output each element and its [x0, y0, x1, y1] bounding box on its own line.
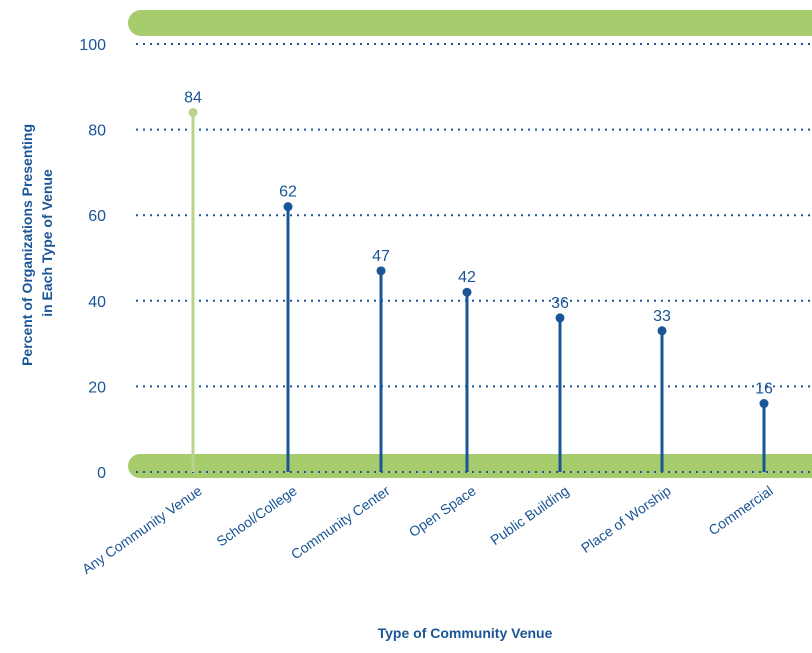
x-tick-label-open-space: Open Space [406, 482, 479, 540]
x-tick-label-place-of-worship: Place of Worship [578, 482, 674, 556]
x-axis-title: Type of Community Venue [378, 625, 553, 641]
x-tick-label-community-center: Community Center [288, 482, 393, 562]
data-label-any-community-venue: 84 [184, 89, 202, 106]
x-axis-category-labels: Any Community Venue School/CollegeCommuni… [79, 482, 776, 577]
dot-commercial [759, 399, 769, 409]
x-tick-label-any-community-venue: Any Community Venue [79, 482, 205, 577]
data-labels: 84 62 47 42 36 33 16 [184, 89, 773, 397]
dot-place-of-worship [657, 326, 667, 336]
dot-community-center [376, 266, 386, 276]
lollipop-heads [188, 107, 769, 409]
y-axis-title: Percent of Organizations Presenting in E… [19, 120, 55, 366]
x-tick-label-public-building: Public Building [487, 482, 571, 548]
dot-school-college [283, 202, 293, 212]
bottom-decorative-band [128, 454, 812, 478]
data-label-commercial: 16 [755, 381, 773, 398]
dot-any-community-venue [188, 107, 198, 117]
lollipop-stems [191, 112, 766, 472]
data-label-community-center: 47 [372, 248, 390, 265]
y-axis-ticks: 0 20 40 60 80 100 [79, 37, 106, 482]
data-label-public-building: 36 [551, 295, 569, 312]
y-tick-label-80: 80 [88, 123, 106, 140]
data-label-place-of-worship: 33 [653, 308, 671, 325]
top-decorative-band [128, 10, 812, 36]
y-tick-label-0: 0 [97, 465, 106, 482]
y-tick-label-100: 100 [79, 37, 106, 54]
dot-open-space [462, 287, 472, 297]
y-tick-label-60: 60 [88, 208, 106, 225]
data-label-school-college: 62 [279, 184, 297, 201]
y-tick-label-20: 20 [88, 379, 106, 396]
x-tick-label-school-college: School/College [213, 482, 299, 549]
x-tick-label-commercial: Commercial [705, 482, 775, 538]
y-tick-label-40: 40 [88, 294, 106, 311]
gridlines [136, 43, 812, 473]
y-axis-title-line-2: in Each Type of Venue [39, 169, 55, 317]
data-label-open-space: 42 [458, 269, 476, 286]
y-axis-title-line-1: Percent of Organizations Presenting [19, 124, 35, 366]
dot-public-building [555, 313, 565, 323]
